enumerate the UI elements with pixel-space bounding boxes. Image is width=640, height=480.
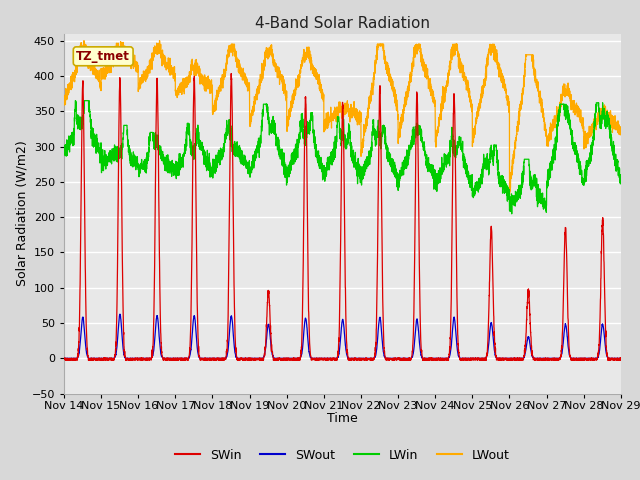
X-axis label: Time: Time [327, 412, 358, 425]
Text: TZ_tmet: TZ_tmet [76, 50, 130, 63]
Legend: SWin, SWout, LWin, LWout: SWin, SWout, LWin, LWout [170, 444, 515, 467]
Title: 4-Band Solar Radiation: 4-Band Solar Radiation [255, 16, 430, 31]
Y-axis label: Solar Radiation (W/m2): Solar Radiation (W/m2) [16, 141, 29, 287]
